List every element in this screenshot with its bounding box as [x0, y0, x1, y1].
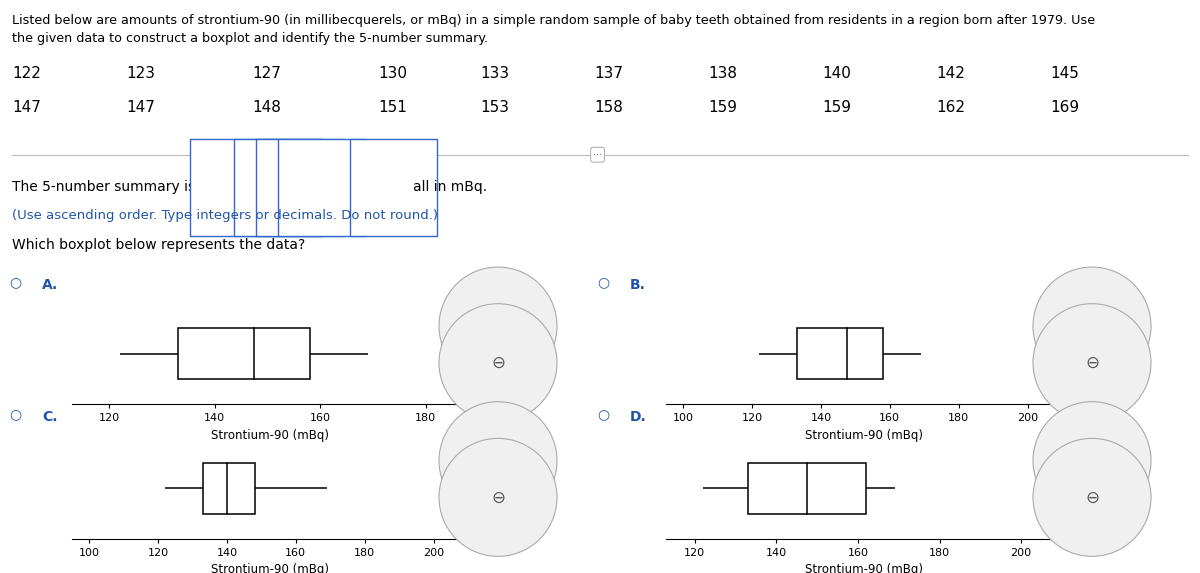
Bar — [203, 462, 254, 514]
Text: ⊕: ⊕ — [1085, 317, 1099, 335]
Text: ,: , — [258, 180, 271, 194]
Text: ⊕: ⊕ — [1085, 452, 1099, 470]
Text: 151: 151 — [378, 100, 407, 115]
Text: ⊖: ⊖ — [1085, 354, 1099, 372]
Text: 169: 169 — [1050, 100, 1079, 115]
Text: 159: 159 — [822, 100, 851, 115]
Text: ⊖: ⊖ — [1085, 488, 1099, 507]
Text: 138: 138 — [708, 66, 737, 81]
Text: Listed below are amounts of strontium-90 (in millibecquerels, or mBq) in a simpl: Listed below are amounts of strontium-90… — [12, 14, 1096, 28]
Text: 147: 147 — [12, 100, 41, 115]
Text: ⊖: ⊖ — [491, 488, 505, 507]
Text: 122: 122 — [12, 66, 41, 81]
Text: 145: 145 — [1050, 66, 1079, 81]
Text: A.: A. — [42, 278, 59, 292]
Text: ○: ○ — [10, 276, 22, 289]
Text: all in mBq.: all in mBq. — [413, 180, 487, 194]
Text: 137: 137 — [594, 66, 623, 81]
Text: B.: B. — [630, 278, 646, 292]
Text: 158: 158 — [594, 100, 623, 115]
Text: ○: ○ — [10, 407, 22, 421]
Text: 162: 162 — [936, 100, 965, 115]
Text: 123: 123 — [126, 66, 155, 81]
Text: and: and — [347, 180, 382, 194]
Text: the given data to construct a boxplot and identify the 5-number summary.: the given data to construct a boxplot an… — [12, 32, 488, 45]
Text: ○: ○ — [598, 407, 610, 421]
X-axis label: Strontium-90 (mBq): Strontium-90 (mBq) — [211, 429, 329, 442]
Text: 159: 159 — [708, 100, 737, 115]
Text: The 5-number summary is: The 5-number summary is — [12, 180, 199, 194]
Text: 133: 133 — [480, 66, 509, 81]
Bar — [797, 328, 883, 379]
X-axis label: Strontium-90 (mBq): Strontium-90 (mBq) — [805, 563, 923, 573]
Text: 140: 140 — [822, 66, 851, 81]
Bar — [748, 462, 866, 514]
X-axis label: Strontium-90 (mBq): Strontium-90 (mBq) — [211, 563, 329, 573]
Text: D.: D. — [630, 410, 647, 424]
Text: 153: 153 — [480, 100, 509, 115]
Text: ⊕: ⊕ — [491, 317, 505, 335]
X-axis label: Strontium-90 (mBq): Strontium-90 (mBq) — [805, 429, 923, 442]
Text: ○: ○ — [598, 276, 610, 289]
Text: Which boxplot below represents the data?: Which boxplot below represents the data? — [12, 238, 305, 252]
Text: ⊕: ⊕ — [491, 452, 505, 470]
Text: 147: 147 — [126, 100, 155, 115]
Bar — [178, 328, 310, 379]
Text: 142: 142 — [936, 66, 965, 81]
Text: 127: 127 — [252, 66, 281, 81]
Text: (Use ascending order. Type integers or decimals. Do not round.): (Use ascending order. Type integers or d… — [12, 209, 438, 222]
Text: 130: 130 — [378, 66, 407, 81]
Text: 148: 148 — [252, 100, 281, 115]
Text: ···: ··· — [593, 150, 602, 160]
Text: ⊖: ⊖ — [491, 354, 505, 372]
Text: C.: C. — [42, 410, 58, 424]
